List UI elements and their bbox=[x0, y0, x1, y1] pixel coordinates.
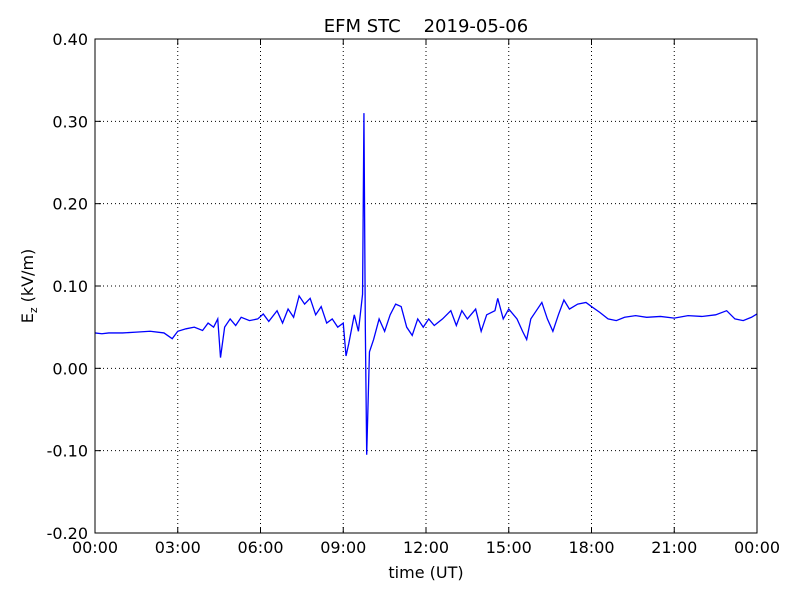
y-tick-label: 0.30 bbox=[52, 112, 88, 131]
y-tick-label: -0.10 bbox=[47, 442, 88, 461]
y-tick-label: 0.40 bbox=[52, 30, 88, 49]
y-label-unit: (kV/m) bbox=[18, 249, 37, 303]
x-tick-label: 09:00 bbox=[320, 538, 366, 557]
data-line bbox=[94, 113, 758, 455]
x-tick-label: 12:00 bbox=[403, 538, 449, 557]
y-tick-label: 0.10 bbox=[52, 277, 88, 296]
y-tick-label: 0.20 bbox=[52, 195, 88, 214]
chart-title: EFM STC 2019-05-06 bbox=[324, 16, 528, 37]
y-label-sub: z bbox=[27, 307, 40, 313]
x-tick-label: 06:00 bbox=[237, 538, 283, 557]
y-axis-label: Ez (kV/m) bbox=[18, 249, 40, 324]
x-axis-label: time (UT) bbox=[388, 563, 463, 582]
x-tick-label: 03:00 bbox=[155, 538, 201, 557]
y-tick-label: -0.20 bbox=[47, 524, 88, 543]
x-tick-label: 18:00 bbox=[568, 538, 614, 557]
x-tick-label: 00:00 bbox=[734, 538, 780, 557]
x-tick-label: 21:00 bbox=[651, 538, 697, 557]
x-tick-label: 00:00 bbox=[72, 538, 118, 557]
x-tick-label: 15:00 bbox=[486, 538, 532, 557]
y-tick-label: 0.00 bbox=[52, 359, 88, 378]
plot-frame bbox=[94, 38, 758, 534]
y-label-main: E bbox=[18, 313, 37, 323]
